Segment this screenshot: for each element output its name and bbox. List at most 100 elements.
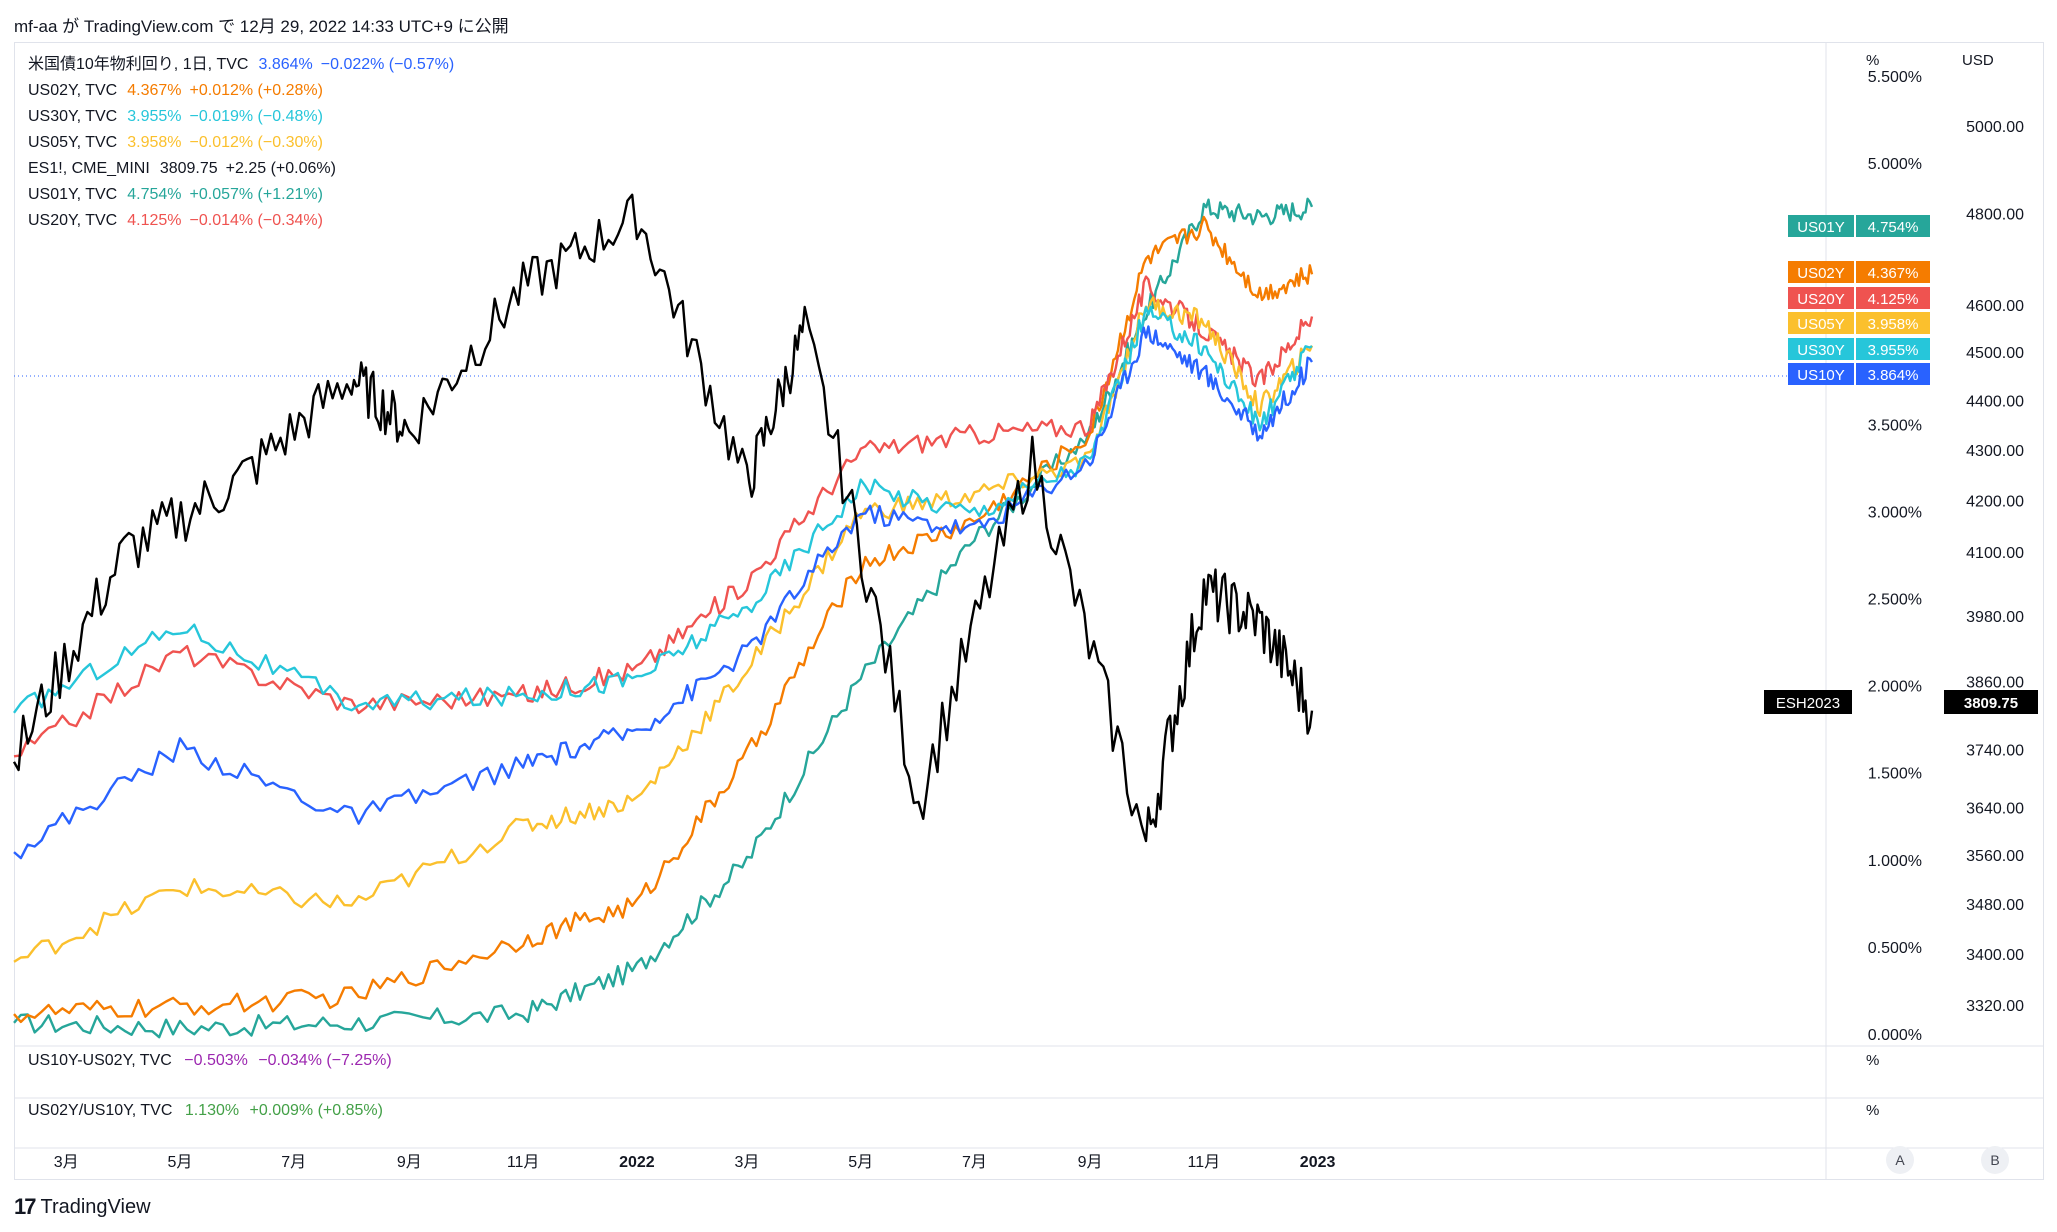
- series-line-us10y: [13, 325, 1313, 860]
- legend-row-us02y[interactable]: US02Y, TVC 4.367% +0.012% (+0.28%): [28, 78, 454, 104]
- legend-last: 3.955%: [127, 108, 182, 125]
- price-tag-value-bg: [1856, 363, 1930, 385]
- legend-last: 4.754%: [127, 186, 182, 203]
- tradingview-logo[interactable]: 17 TradingView: [14, 1194, 151, 1220]
- scale-b-button[interactable]: B: [1981, 1146, 2009, 1174]
- legend-change: −0.014% (−0.34%): [189, 212, 323, 229]
- price-tag-symbol-bg: [1788, 312, 1854, 334]
- usd-tick-label: 4500.00: [1966, 345, 2024, 362]
- legend-symbol: US02Y, TVC: [28, 82, 118, 99]
- price-tag-symbol: US05Y: [1797, 316, 1845, 333]
- usd-tick-label: 3480.00: [1966, 897, 2024, 914]
- pct-tick-label: 1.000%: [1868, 853, 1922, 870]
- legend-change: +0.012% (+0.28%): [189, 82, 323, 99]
- legend-symbol: US01Y, TVC: [28, 186, 118, 203]
- price-tag-symbol: US20Y: [1797, 291, 1845, 308]
- scale-auto-button[interactable]: A: [1886, 1146, 1914, 1174]
- series-line-us30y: [13, 305, 1313, 714]
- price-tag-value-bg: [1856, 215, 1930, 237]
- legend-change: +2.25 (+0.06%): [225, 160, 336, 177]
- tv-logo-text: TradingView: [40, 1195, 151, 1218]
- price-tag-symbol-bg: [1788, 261, 1854, 283]
- publish-header: mf-aa が TradingView.com で 12月 29, 2022 1…: [14, 17, 509, 36]
- price-tag-value-bg: [1856, 312, 1930, 334]
- pct-tick-label: 0.500%: [1868, 940, 1922, 957]
- legend-symbol: 米国債10年物利回り, 1日, TVC: [28, 56, 249, 73]
- series-line-us01y: [13, 197, 1314, 1039]
- usd-tick-label: 3860.00: [1966, 674, 2024, 691]
- time-tick-label: 9月: [397, 1154, 422, 1171]
- ratio-pane-label[interactable]: US02Y/US10Y, TVC 1.130% +0.009% (+0.85%): [28, 1102, 383, 1120]
- usd-tick-label: 3560.00: [1966, 848, 2024, 865]
- legend-symbol: US05Y, TVC: [28, 134, 118, 151]
- spread-unit: %: [1866, 1052, 1880, 1069]
- price-tag-value: 3.955%: [1868, 342, 1919, 359]
- legend: 米国債10年物利回り, 1日, TVC 3.864% −0.022% (−0.57%…: [28, 52, 454, 234]
- legend-row-us30y[interactable]: US30Y, TVC 3.955% −0.019% (−0.48%): [28, 104, 454, 130]
- legend-symbol: US30Y, TVC: [28, 108, 118, 125]
- legend-change: +0.057% (+1.21%): [189, 186, 323, 203]
- es-tag-symbol: ESH2023: [1776, 695, 1840, 712]
- legend-symbol: ES1!, CME_MINI: [28, 160, 150, 177]
- pct-tick-label: 5.000%: [1868, 156, 1922, 173]
- price-tag-symbol: US10Y: [1797, 367, 1845, 384]
- price-tag-symbol-bg: [1788, 215, 1854, 237]
- time-tick-label: 11月: [507, 1154, 540, 1171]
- pct-tick-label: 1.500%: [1868, 766, 1922, 783]
- price-tag-value: 3.864%: [1868, 367, 1919, 384]
- legend-last: 4.125%: [127, 212, 182, 229]
- legend-row-us20y[interactable]: US20Y, TVC 4.125% −0.014% (−0.34%): [28, 208, 454, 234]
- pct-tick-label: 2.500%: [1868, 592, 1922, 609]
- time-tick-label: 5月: [848, 1154, 873, 1171]
- price-tag-value-bg: [1856, 261, 1930, 283]
- time-tick-label: 7月: [281, 1154, 306, 1171]
- usd-tick-label: 4600.00: [1966, 298, 2024, 315]
- usd-tick-label: 4400.00: [1966, 393, 2024, 410]
- time-tick-label: 5月: [168, 1154, 193, 1171]
- es-tag-value-bg: [1944, 690, 2038, 714]
- series-line-us05y: [13, 296, 1314, 963]
- spread-last: −0.503%: [184, 1052, 248, 1069]
- usd-tick-label: 4200.00: [1966, 493, 2024, 510]
- usd-tick-label: 4300.00: [1966, 443, 2024, 460]
- legend-change: −0.022% (−0.57%): [320, 56, 455, 73]
- usd-axis-unit: USD: [1962, 52, 1994, 69]
- usd-tick-label: 3320.00: [1966, 998, 2024, 1015]
- ratio-unit: %: [1866, 1102, 1880, 1119]
- legend-row-us01y[interactable]: US01Y, TVC 4.754% +0.057% (+1.21%): [28, 182, 454, 208]
- pct-tick-label: 3.000%: [1868, 504, 1922, 521]
- usd-tick-label: 4100.00: [1966, 545, 2024, 562]
- usd-tick-label: 4800.00: [1966, 207, 2024, 224]
- pct-tick-label: 0.000%: [1868, 1027, 1922, 1044]
- es-tag-value: 3809.75: [1964, 695, 2018, 712]
- spread-pane-label[interactable]: US10Y-US02Y, TVC −0.503% −0.034% (−7.25%…: [28, 1052, 392, 1070]
- time-tick-label: 11月: [1188, 1154, 1221, 1171]
- price-tag-symbol: US02Y: [1797, 265, 1845, 282]
- usd-tick-label: 5000.00: [1966, 119, 2024, 136]
- time-tick-label: 9月: [1078, 1154, 1103, 1171]
- price-tag-value: 4.754%: [1868, 219, 1919, 236]
- price-tag-symbol: US30Y: [1797, 342, 1845, 359]
- time-tick-label: 3月: [734, 1154, 759, 1171]
- legend-row-us05y[interactable]: US05Y, TVC 3.958% −0.012% (−0.30%): [28, 130, 454, 156]
- time-tick-label: 2022: [619, 1154, 655, 1171]
- price-tag-value-bg: [1856, 287, 1930, 309]
- ratio-symbol: US02Y/US10Y, TVC: [28, 1102, 173, 1119]
- usd-tick-label: 3640.00: [1966, 800, 2024, 817]
- es-tag-symbol-bg: [1764, 690, 1852, 714]
- pct-tick-label: 5.500%: [1868, 69, 1922, 86]
- price-tag-value: 3.958%: [1868, 316, 1919, 333]
- legend-row-us10y[interactable]: 米国債10年物利回り, 1日, TVC 3.864% −0.022% (−0.57%…: [28, 52, 454, 78]
- pct-tick-label: 2.000%: [1868, 679, 1922, 696]
- time-tick-label: 2023: [1300, 1154, 1336, 1171]
- price-tag-symbol-bg: [1788, 338, 1854, 360]
- pct-tick-label: 3.500%: [1868, 417, 1922, 434]
- series-line-es1: [12, 193, 1314, 843]
- ratio-last: 1.130%: [184, 1102, 240, 1119]
- time-tick-label: 3月: [54, 1154, 79, 1171]
- legend-last: 4.367%: [127, 82, 182, 99]
- usd-tick-label: 3400.00: [1966, 947, 2024, 964]
- price-tag-value: 4.125%: [1868, 291, 1919, 308]
- legend-row-es1[interactable]: ES1!, CME_MINI 3809.75 +2.25 (+0.06%): [28, 156, 454, 182]
